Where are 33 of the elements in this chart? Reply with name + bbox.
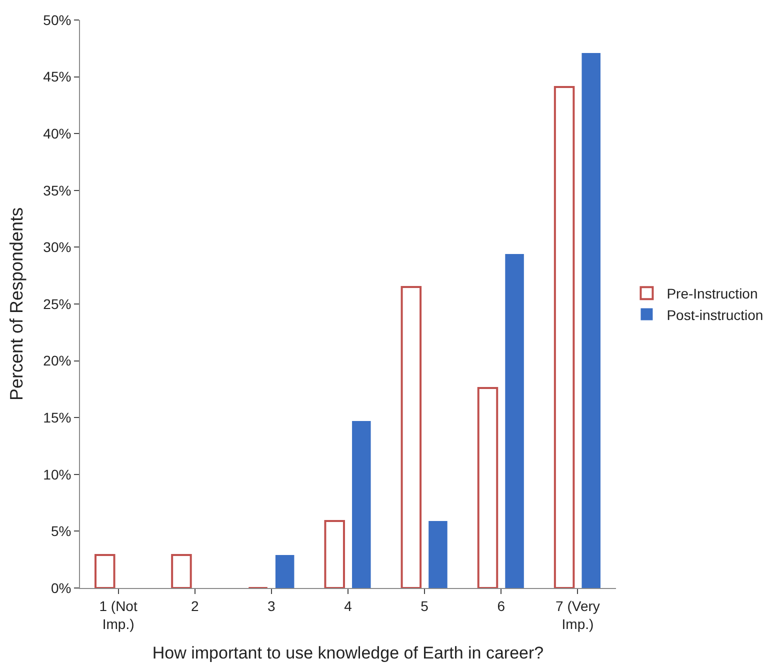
bar [582,52,600,588]
x-tick-label: 6 [497,598,506,614]
y-tick-label: 20% [43,352,72,369]
y-tick-label: 5% [50,523,72,540]
legend-label: Pre-Instruction [666,286,758,302]
bar [352,421,371,588]
bar [324,520,345,588]
x-axis-title: How important to use knowledge of Earth in career? [152,643,544,662]
x-tick-label: 1 (Not Imp.) [99,598,138,632]
y-tick-label: 0% [50,580,72,596]
x-tick-label: 5 [420,598,429,614]
y-tick-label: 30% [43,239,72,256]
y-tick-label: 50% [43,12,72,28]
y-tick-label: 35% [43,182,72,198]
bar [477,387,498,588]
y-tick-label: 40% [43,126,72,142]
bar [275,555,294,588]
y-tick-label: 15% [43,410,72,426]
x-tick-label: 3 [268,598,276,614]
bar [171,554,192,588]
y-axis-title: Percent of Respondents [6,207,26,401]
bar [505,254,524,588]
x-tick-label: 2 [190,598,199,614]
bar [94,554,116,588]
legend-label: Post-instruction [666,306,764,323]
x-tick-label: 4 [344,598,352,614]
y-tick-label: 45% [43,68,72,85]
x-tick-label: 7 (Very Imp.) [556,598,600,632]
bar [428,520,448,588]
y-tick-label: 25% [43,296,72,312]
bar [400,286,422,588]
bar [554,86,575,588]
y-tick-label: 10% [43,466,72,482]
